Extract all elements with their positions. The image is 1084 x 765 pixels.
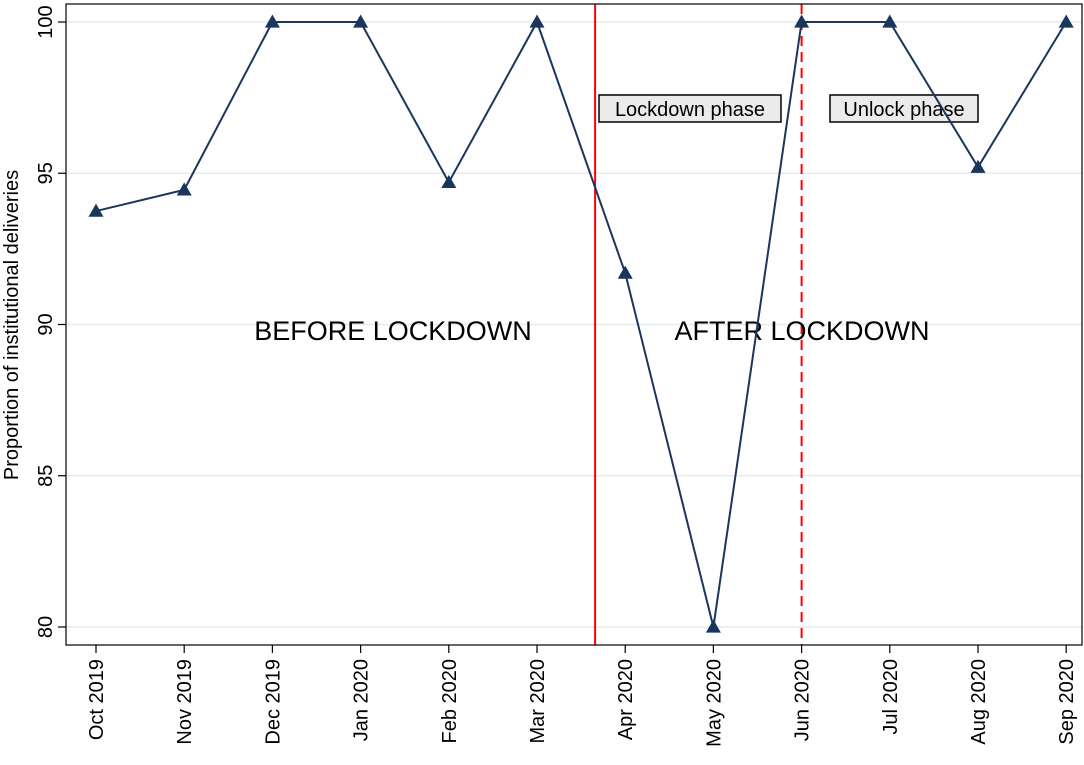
data-point-marker: [264, 14, 280, 28]
x-tick-label: Apr 2020: [615, 659, 637, 740]
x-tick-label: Sep 2020: [1056, 659, 1078, 745]
phase-divider-lines: [594, 4, 803, 645]
series-layer: [88, 14, 1074, 633]
x-tick-label: Mar 2020: [527, 659, 549, 744]
data-point-marker: [882, 14, 898, 28]
y-tick-label: 95: [35, 162, 57, 184]
x-tick-label: Jun 2020: [792, 659, 814, 741]
lockdown-phase-label: Lockdown phase: [615, 99, 765, 121]
unlock-phase-label: Unlock phase: [843, 99, 964, 121]
data-point-marker: [1058, 14, 1074, 28]
series-line: [95, 19, 1068, 628]
lockdown-phase-box: Lockdown phase: [598, 94, 782, 123]
x-tick-label: May 2020: [703, 659, 725, 747]
unlock-phase-box: Unlock phase: [829, 94, 979, 123]
data-point-marker: [617, 265, 633, 279]
x-tick-label: Jul 2020: [880, 659, 902, 735]
y-tick-label: 90: [35, 313, 57, 335]
data-point-marker: [705, 619, 721, 633]
y-tick-label: 80: [35, 616, 57, 638]
after-lockdown-label: AFTER LOCKDOWN: [674, 316, 929, 346]
data-point-marker: [970, 159, 986, 173]
data-point-marker: [529, 14, 545, 28]
data-point-marker: [353, 14, 369, 28]
x-tick-label: Jan 2020: [351, 659, 373, 741]
x-tick-label: Dec 2019: [262, 659, 284, 745]
y-tick-label: 100: [35, 5, 57, 38]
y-tick-label: 85: [35, 465, 57, 487]
data-point-marker: [794, 14, 810, 28]
x-tick-labels: Oct 2019 Nov 2019 Dec 2019 Jan 2020 Feb 2020…: [86, 659, 1078, 747]
data-point-marker: [88, 203, 104, 217]
x-tick-label: Feb 2020: [439, 659, 461, 744]
before-lockdown-label: BEFORE LOCKDOWN: [254, 316, 532, 346]
gridlines: [66, 21, 1082, 628]
axes: [58, 3, 1083, 653]
data-point-marker: [176, 182, 192, 196]
y-axis-label: Proportion of institutional deliveries: [1, 170, 23, 480]
x-tick-label: Aug 2020: [968, 659, 990, 745]
x-tick-label: Nov 2019: [174, 659, 196, 745]
data-point-marker: [441, 174, 457, 188]
x-tick-label: Oct 2019: [86, 659, 108, 740]
y-tick-labels: 80 85 90 95 100: [35, 5, 57, 638]
